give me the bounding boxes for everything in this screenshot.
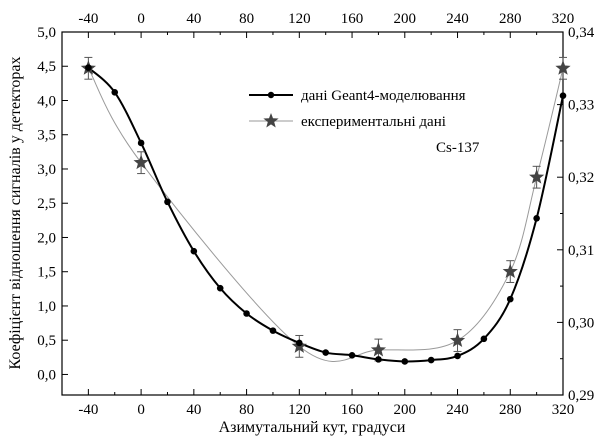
y-left-tick-label: 0,0 xyxy=(37,367,56,383)
x-tick-label-top: 320 xyxy=(552,11,575,27)
ticks-layer: -40 0 40 80 120 160 200 240 280 320 -40 0 40 80 120 160… xyxy=(37,11,595,418)
x-tick-label-top: 280 xyxy=(499,11,522,27)
data-point-simulation xyxy=(111,88,119,96)
y-right-tick-label: 0,32 xyxy=(568,170,594,186)
marks-layer xyxy=(80,56,571,365)
x-tick-label-top: 160 xyxy=(341,11,364,27)
x-tick-label-bottom: 200 xyxy=(394,402,417,418)
data-point-simulation xyxy=(348,351,356,359)
curves-layer xyxy=(87,66,564,363)
legend-label-sim: дані Geant4-моделювання xyxy=(301,88,466,104)
data-point-simulation xyxy=(533,214,540,222)
annotation-cs137: Cs-137 xyxy=(436,140,480,156)
data-point-simulation xyxy=(322,349,329,356)
x-tick-label-top: -40 xyxy=(78,11,98,27)
data-point-simulation xyxy=(401,358,409,365)
legend-label-exp: експериментальні дані xyxy=(301,114,446,130)
x-tick-label-bottom: 0 xyxy=(137,402,145,418)
data-point-simulation xyxy=(559,92,567,99)
y-left-tick-label: 3,5 xyxy=(37,128,56,144)
x-tick-label-bottom: 120 xyxy=(288,402,311,418)
y-right-tick-label: 0,33 xyxy=(568,98,594,114)
data-point-experimental xyxy=(133,154,149,170)
legend: дані Geant4-моделювання експериментальні… xyxy=(249,88,480,156)
x-tick-label-bottom: 40 xyxy=(186,402,201,418)
y-left-tick-label: 4,5 xyxy=(37,59,56,75)
data-point-simulation xyxy=(296,339,303,347)
data-point-experimental xyxy=(555,60,571,75)
data-point-simulation xyxy=(427,356,435,364)
legend-marker-exp xyxy=(263,113,279,128)
x-tick-label-top: 0 xyxy=(137,11,145,27)
y-right-tick-label: 0,29 xyxy=(568,388,594,404)
x-tick-label-top: 200 xyxy=(394,11,417,27)
y-left-tick-label: 1,0 xyxy=(37,299,56,315)
x-tick-label-top: 40 xyxy=(186,11,201,27)
plot-frame xyxy=(61,31,564,396)
data-point-simulation xyxy=(454,352,461,360)
y-axis-label: Коефіцієнт відношення сигналів у детекто… xyxy=(7,56,24,369)
data-point-simulation xyxy=(137,139,145,147)
y-left-tick-label: 0,5 xyxy=(37,333,56,349)
data-point-simulation xyxy=(85,64,92,71)
x-tick-label-bottom: -40 xyxy=(78,402,98,418)
data-point-simulation xyxy=(190,247,198,255)
y-left-tick-label: 5,0 xyxy=(37,25,56,41)
y-left-tick-label: 4,0 xyxy=(37,93,56,109)
y-left-tick-label: 2,5 xyxy=(37,196,56,212)
y-left-tick-label: 3,0 xyxy=(37,162,56,178)
y-right-tick-label: 0,31 xyxy=(568,243,594,259)
data-point-simulation xyxy=(216,284,224,292)
data-point-experimental xyxy=(449,332,466,348)
data-point-simulation xyxy=(243,310,250,317)
x-tick-label-bottom: 160 xyxy=(341,402,364,418)
y-left-tick-label: 1,5 xyxy=(37,265,56,281)
data-point-simulation xyxy=(269,327,277,334)
series-line-simulation xyxy=(87,66,564,363)
x-tick-label-top: 80 xyxy=(239,11,254,27)
y-right-tick-label: 0,30 xyxy=(568,315,594,331)
x-tick-label-bottom: 280 xyxy=(499,402,522,418)
data-point-simulation xyxy=(480,335,488,343)
x-tick-label-top: 240 xyxy=(446,11,469,27)
data-point-experimental xyxy=(502,263,518,279)
x-axis-label: Азимутальний кут, градуси xyxy=(219,419,406,436)
data-point-simulation xyxy=(506,295,514,303)
x-tick-label-top: 120 xyxy=(288,11,311,27)
y-right-tick-label: 0,34 xyxy=(568,25,595,41)
x-tick-label-bottom: 80 xyxy=(239,402,254,418)
data-point-simulation xyxy=(164,198,171,206)
series-line-experimental xyxy=(87,68,564,362)
legend-marker-sim xyxy=(267,91,275,99)
y-left-tick-label: 2,0 xyxy=(37,230,56,246)
x-tick-label-bottom: 240 xyxy=(446,402,469,418)
data-point-experimental xyxy=(370,341,387,357)
data-point-simulation xyxy=(375,356,382,363)
data-point-experimental xyxy=(529,169,545,184)
x-tick-label-bottom: 320 xyxy=(552,402,575,418)
